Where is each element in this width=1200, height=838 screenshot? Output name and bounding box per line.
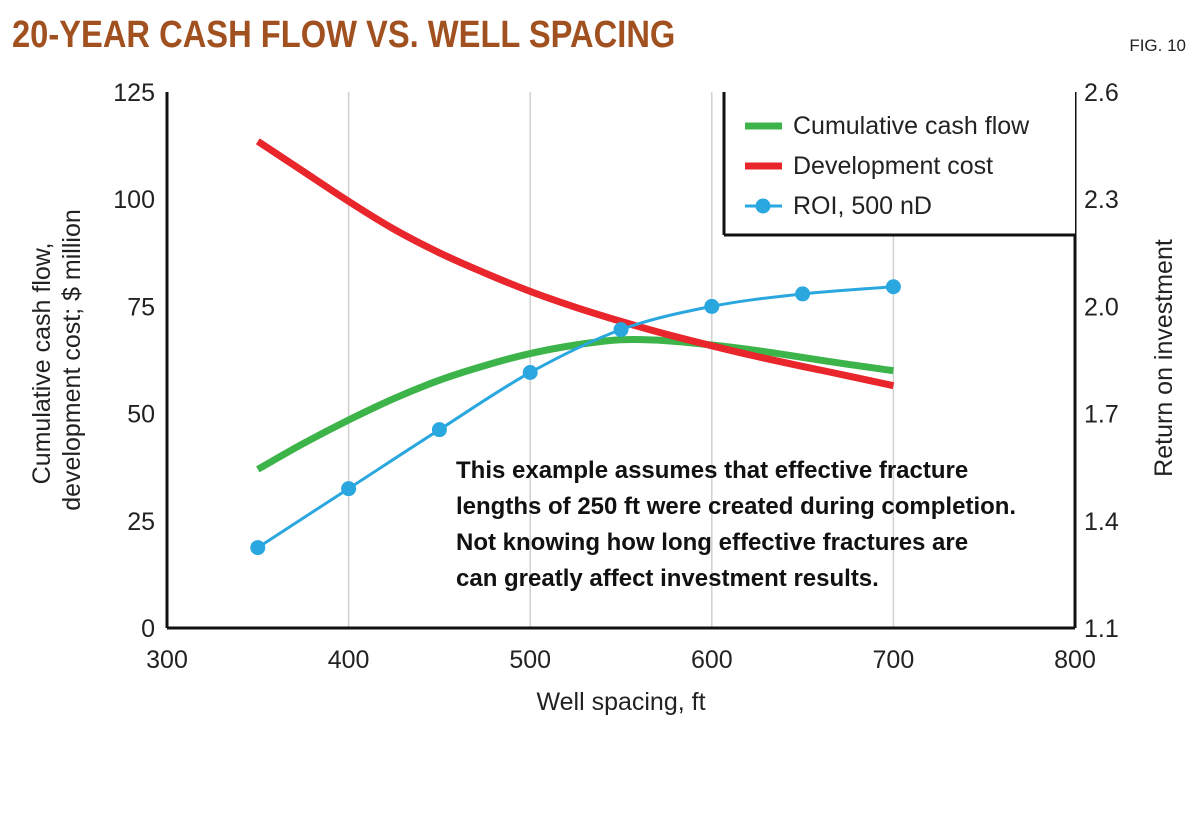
legend-label-development-cost: Development cost: [793, 152, 993, 180]
y-tick-label: 0: [141, 615, 155, 643]
roi-point-500: [522, 365, 538, 381]
y2-tick-label: 2.3: [1084, 186, 1119, 214]
y-tick-label: 100: [113, 186, 155, 214]
y-tick-label: 25: [127, 508, 155, 536]
x-tick-label: 400: [328, 646, 370, 674]
roi-point-400: [341, 481, 357, 497]
x-tick-label: 600: [691, 646, 733, 674]
y-tick-label: 50: [127, 401, 155, 429]
x-tick-label: 300: [146, 646, 188, 674]
y2-tick-label: 2.0: [1084, 293, 1119, 321]
y2-tick-label: 1.4: [1084, 508, 1119, 536]
y-axis-label-line-1: Cumulative cash flow,: [28, 243, 56, 485]
chart-title: 20-YEAR CASH FLOW VS. WELL SPACING: [12, 14, 676, 56]
series-layer: [250, 138, 901, 556]
legend: Cumulative cash flow Development cost RO…: [722, 92, 1075, 237]
y2-tick-label: 2.6: [1084, 79, 1119, 107]
annotation-line-4: can greatly affect investment results.: [456, 565, 879, 592]
series-cash-flow-line: [256, 336, 894, 473]
annotation-line-3: Not knowing how long effective fractures…: [456, 529, 968, 556]
series-development-cost-line: [255, 138, 895, 390]
legend-box: [724, 92, 1075, 235]
legend-marker-roi: [755, 198, 771, 214]
y2-tick-label: 1.1: [1084, 615, 1119, 643]
roi-point-450: [431, 422, 447, 438]
y2-axis-label: Return on investment: [1150, 239, 1178, 477]
tick-labels: 300 400 500 600 700 800 0 25 50 75 100 125 1.1 1.4 1.7…: [113, 79, 1119, 674]
roi-point-550: [613, 322, 629, 338]
roi-point-650: [795, 286, 811, 302]
roi-point-700: [885, 279, 901, 295]
figure-label: FIG. 10: [1129, 36, 1186, 55]
y-tick-label: 125: [113, 79, 155, 107]
annotation-line-2: lengths of 250 ft were created during co…: [456, 493, 1016, 520]
x-axis-label: Well spacing, ft: [536, 688, 705, 716]
roi-point-600: [704, 298, 720, 314]
x-tick-label: 500: [509, 646, 551, 674]
y2-tick-label: 1.7: [1084, 401, 1119, 429]
y-tick-label: 75: [127, 293, 155, 321]
y-axis-label-line-2: development cost; $ million: [58, 209, 86, 511]
legend-label-cash-flow: Cumulative cash flow: [793, 112, 1030, 140]
legend-label-roi: ROI, 500 nD: [793, 192, 932, 220]
x-tick-label: 700: [873, 646, 915, 674]
annotation-note: This example assumes that effective frac…: [456, 457, 1023, 592]
annotation-line-1: This example assumes that effective frac…: [456, 457, 968, 484]
roi-point-350: [250, 540, 266, 556]
y-axis-label: Cumulative cash flow, development cost; …: [28, 209, 86, 511]
x-tick-label: 800: [1054, 646, 1096, 674]
